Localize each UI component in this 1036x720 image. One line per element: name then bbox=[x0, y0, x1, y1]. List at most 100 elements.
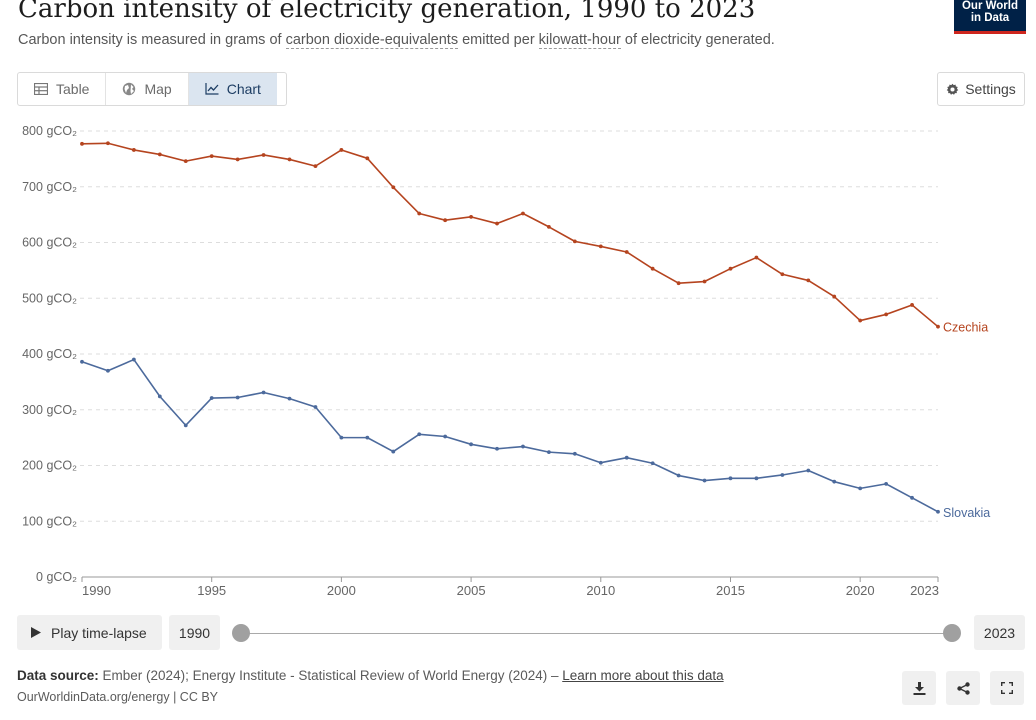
x-tick-label: 1990 bbox=[82, 583, 111, 598]
data-point-czechia bbox=[521, 211, 525, 216]
data-point-slovakia bbox=[261, 390, 266, 395]
data-point-czechia bbox=[936, 324, 940, 329]
timeline-start-handle[interactable] bbox=[232, 624, 250, 642]
data-point-slovakia bbox=[106, 368, 110, 373]
data-source: Data source: Ember (2024); Energy Instit… bbox=[17, 668, 724, 683]
data-point-czechia bbox=[287, 157, 292, 162]
series-line-czechia bbox=[81, 142, 939, 328]
data-point-czechia bbox=[650, 266, 655, 271]
fullscreen-button[interactable] bbox=[990, 671, 1024, 705]
x-tick-label: 2020 bbox=[846, 583, 875, 598]
data-point-czechia bbox=[547, 224, 551, 229]
owid-logo[interactable]: Our World in Data bbox=[954, 0, 1026, 34]
data-point-slovakia bbox=[469, 442, 473, 447]
data-point-czechia bbox=[598, 244, 603, 249]
data-point-slovakia bbox=[235, 395, 240, 400]
data-point-czechia bbox=[183, 159, 188, 164]
x-tick-label: 2005 bbox=[457, 583, 486, 598]
data-point-czechia bbox=[80, 141, 84, 146]
data-point-slovakia bbox=[495, 446, 499, 451]
settings-button[interactable]: Settings bbox=[937, 72, 1025, 106]
data-point-slovakia bbox=[806, 468, 811, 473]
series-line-slovakia bbox=[81, 358, 939, 513]
data-point-slovakia bbox=[936, 509, 940, 514]
data-point-slovakia bbox=[521, 444, 525, 449]
tab-table-label: Table bbox=[56, 81, 90, 97]
data-point-slovakia bbox=[624, 455, 629, 460]
tab-map-label: Map bbox=[144, 81, 172, 97]
timeline-track[interactable] bbox=[240, 633, 952, 634]
data-point-czechia bbox=[910, 303, 914, 307]
data-point-czechia bbox=[806, 278, 811, 283]
settings-label: Settings bbox=[965, 81, 1016, 97]
credit-text: OurWorldinData.org/energy | CC BY bbox=[17, 690, 219, 704]
data-point-slovakia bbox=[650, 461, 655, 466]
fullscreen-icon bbox=[1001, 682, 1013, 694]
tab-table[interactable]: Table bbox=[18, 73, 107, 105]
data-point-slovakia bbox=[391, 449, 396, 454]
share-button[interactable] bbox=[946, 671, 980, 705]
y-tick-label: 400 gCO₂ bbox=[22, 347, 77, 361]
subtitle-suffix: of electricity generated. bbox=[620, 32, 775, 48]
data-point-slovakia bbox=[287, 396, 292, 401]
tab-map[interactable]: Map bbox=[106, 73, 189, 105]
data-point-czechia bbox=[624, 250, 629, 254]
data-point-slovakia bbox=[365, 435, 370, 440]
line-chart: 0 gCO₂ 100 gCO₂ 200 gCO₂ 300 gCO₂ 400 gCO₂ 50… bbox=[22, 124, 990, 598]
data-point-slovakia bbox=[728, 476, 733, 481]
data-source-label: Data source: bbox=[17, 668, 99, 683]
data-point-slovakia bbox=[858, 486, 863, 491]
data-point-czechia bbox=[858, 318, 863, 323]
data-point-czechia bbox=[209, 154, 214, 158]
play-icon bbox=[31, 627, 41, 638]
data-point-czechia bbox=[365, 156, 370, 161]
tab-chart[interactable]: Chart bbox=[188, 73, 277, 105]
data-point-slovakia bbox=[80, 359, 84, 364]
timeline-end-handle[interactable] bbox=[943, 624, 961, 642]
data-point-czechia bbox=[728, 266, 733, 271]
series-label-czechia: Czechia bbox=[943, 321, 988, 335]
data-point-slovakia bbox=[183, 423, 188, 428]
data-point-slovakia bbox=[131, 357, 136, 362]
co2-equivalents-term[interactable]: carbon dioxide-equivalents bbox=[285, 32, 459, 49]
chart-title: Carbon intensity of electricity generati… bbox=[18, 0, 756, 24]
data-point-slovakia bbox=[702, 478, 707, 483]
data-point-czechia bbox=[106, 141, 110, 146]
share-icon bbox=[956, 681, 970, 695]
data-point-czechia bbox=[313, 164, 318, 169]
data-point-slovakia bbox=[598, 460, 603, 465]
x-tick-label: 2000 bbox=[327, 583, 356, 598]
logo-line-2: in Data bbox=[970, 12, 1010, 24]
download-button[interactable] bbox=[902, 671, 936, 705]
y-tick-label: 600 gCO₂ bbox=[22, 236, 77, 250]
data-source-text: Ember (2024); Energy Institute - Statist… bbox=[98, 668, 563, 683]
data-point-czechia bbox=[495, 221, 499, 226]
download-icon bbox=[913, 681, 925, 695]
x-tick-label: 1995 bbox=[197, 583, 226, 598]
end-year: 2023 bbox=[983, 624, 1016, 641]
subtitle-mid: emitted per bbox=[458, 32, 539, 48]
x-tick-label: 2015 bbox=[716, 583, 745, 598]
end-year-box: 2023 bbox=[974, 615, 1025, 650]
y-tick-label: 800 gCO₂ bbox=[22, 124, 77, 138]
kilowatt-hour-term[interactable]: kilowatt-hour bbox=[538, 32, 621, 49]
y-tick-label: 300 gCO₂ bbox=[22, 403, 77, 417]
data-point-czechia bbox=[676, 281, 681, 286]
data-point-czechia bbox=[131, 148, 136, 152]
tab-chart-label: Chart bbox=[226, 81, 261, 97]
data-point-slovakia bbox=[339, 435, 344, 440]
chart-subtitle: Carbon intensity is measured in grams of… bbox=[18, 32, 775, 49]
subtitle-prefix: Carbon intensity is measured in grams of bbox=[18, 32, 286, 48]
learn-more-link[interactable]: Learn more about this data bbox=[562, 668, 724, 683]
data-point-czechia bbox=[469, 214, 473, 219]
play-timelapse-button[interactable]: Play time-lapse bbox=[17, 615, 162, 650]
gear-icon bbox=[946, 83, 959, 95]
globe-icon bbox=[123, 82, 136, 96]
x-tick-label: 2023 bbox=[910, 583, 939, 598]
data-point-slovakia bbox=[547, 450, 551, 455]
y-tick-label: 700 gCO₂ bbox=[22, 180, 77, 194]
data-point-slovakia bbox=[443, 434, 448, 439]
start-year: 1990 bbox=[178, 624, 211, 641]
line-chart-icon bbox=[205, 83, 219, 95]
start-year-box: 1990 bbox=[169, 615, 220, 650]
